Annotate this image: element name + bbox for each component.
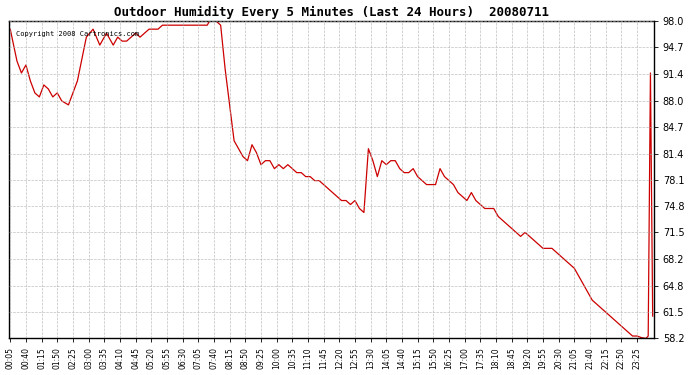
Title: Outdoor Humidity Every 5 Minutes (Last 24 Hours)  20080711: Outdoor Humidity Every 5 Minutes (Last 2…: [114, 6, 549, 19]
Text: Copyright 2008 Cartronics.com: Copyright 2008 Cartronics.com: [16, 31, 139, 37]
